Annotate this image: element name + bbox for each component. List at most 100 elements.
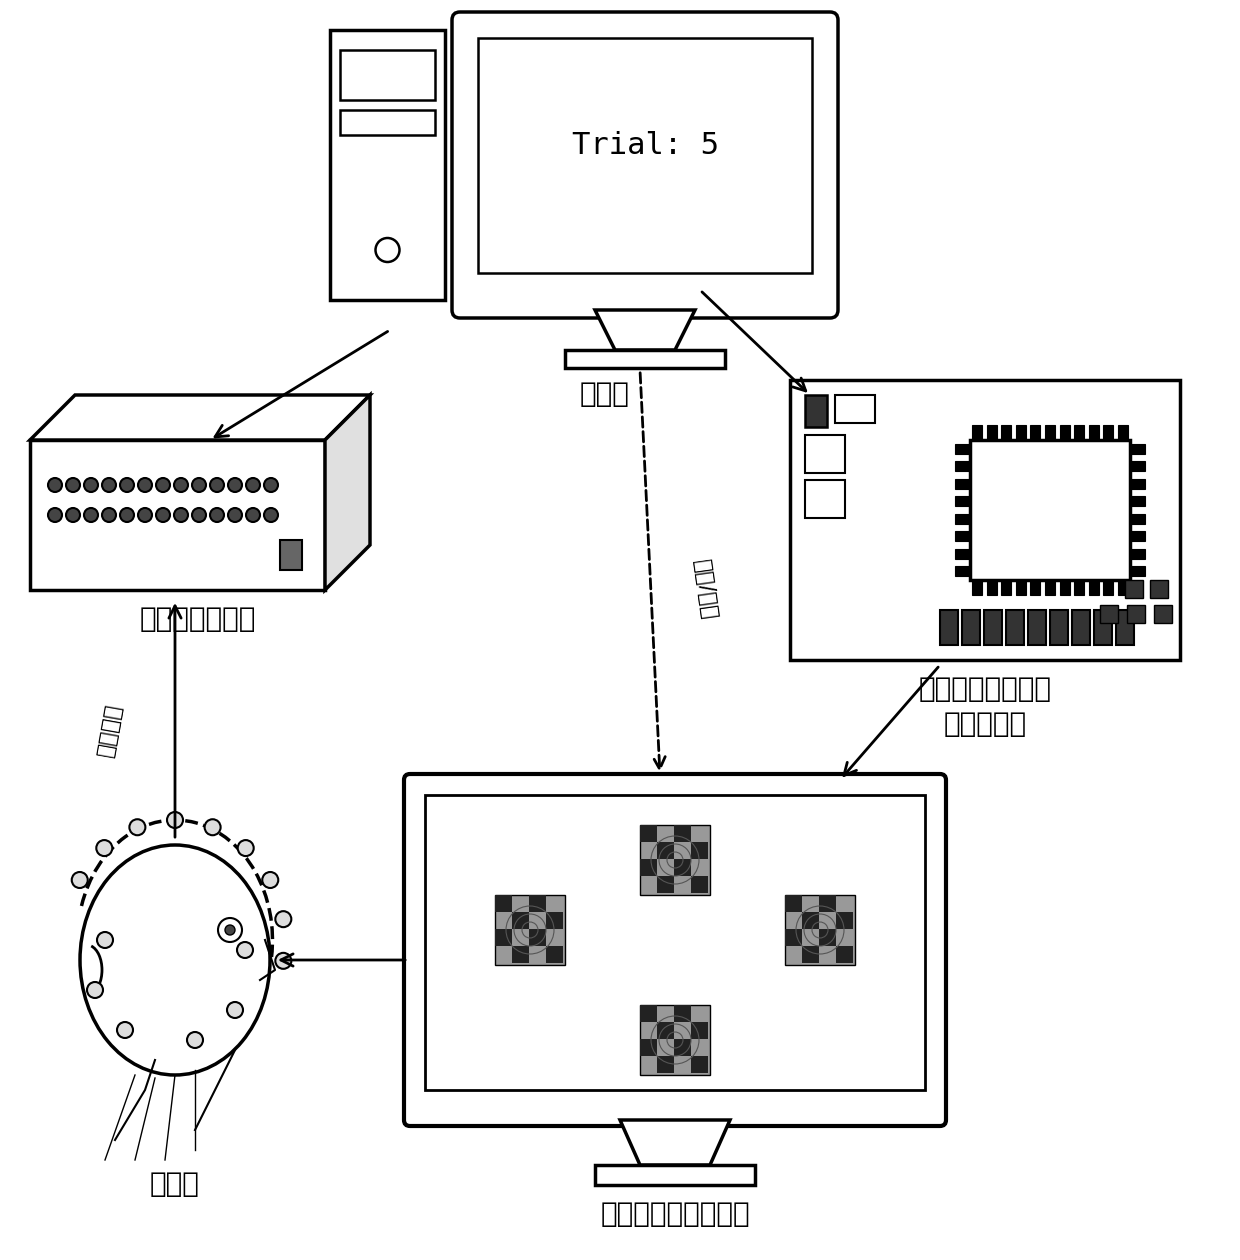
Bar bbox=[970, 440, 1130, 580]
Bar bbox=[30, 440, 325, 590]
Circle shape bbox=[246, 478, 260, 491]
Bar bbox=[1094, 610, 1112, 645]
Bar bbox=[955, 566, 970, 576]
Bar bbox=[546, 912, 563, 929]
Bar bbox=[1028, 610, 1047, 645]
Circle shape bbox=[97, 932, 113, 948]
Circle shape bbox=[218, 919, 242, 942]
Bar bbox=[691, 876, 708, 893]
Bar bbox=[818, 895, 836, 912]
Bar bbox=[836, 946, 853, 963]
Bar bbox=[691, 1056, 708, 1074]
Circle shape bbox=[187, 1032, 203, 1048]
Bar bbox=[985, 610, 1002, 645]
Text: Trial: 5: Trial: 5 bbox=[572, 131, 718, 160]
Bar bbox=[565, 350, 725, 368]
Circle shape bbox=[263, 872, 278, 888]
Text: 计算机: 计算机 bbox=[580, 381, 630, 408]
Bar bbox=[1154, 605, 1172, 622]
Bar bbox=[340, 110, 435, 135]
Bar bbox=[955, 444, 970, 454]
Bar bbox=[1006, 610, 1024, 645]
Polygon shape bbox=[595, 310, 694, 350]
Circle shape bbox=[102, 478, 117, 491]
Text: 现场可编程逻辑门: 现场可编程逻辑门 bbox=[919, 675, 1052, 703]
Bar bbox=[1104, 425, 1114, 440]
Bar bbox=[955, 532, 970, 542]
Polygon shape bbox=[620, 1120, 730, 1166]
Bar bbox=[1104, 580, 1114, 595]
Bar bbox=[802, 912, 818, 929]
Bar bbox=[675, 1005, 691, 1022]
Bar bbox=[657, 842, 675, 859]
Circle shape bbox=[156, 478, 170, 491]
Bar bbox=[1030, 580, 1040, 595]
Bar bbox=[1002, 580, 1012, 595]
Bar bbox=[1125, 580, 1143, 598]
Bar bbox=[640, 825, 711, 895]
Bar bbox=[835, 394, 875, 423]
Bar bbox=[640, 1040, 657, 1056]
Circle shape bbox=[120, 478, 134, 491]
Circle shape bbox=[228, 508, 242, 522]
Bar bbox=[955, 479, 970, 489]
Bar bbox=[657, 1022, 675, 1040]
Ellipse shape bbox=[81, 845, 270, 1075]
Bar bbox=[940, 610, 959, 645]
Circle shape bbox=[138, 508, 153, 522]
Bar bbox=[1074, 425, 1084, 440]
Circle shape bbox=[192, 508, 206, 522]
Bar bbox=[1149, 580, 1168, 598]
Circle shape bbox=[117, 1022, 133, 1038]
Bar bbox=[1130, 566, 1145, 576]
Circle shape bbox=[129, 819, 145, 835]
Bar bbox=[785, 895, 802, 912]
Bar bbox=[1130, 496, 1145, 507]
Circle shape bbox=[174, 478, 188, 491]
Polygon shape bbox=[30, 394, 370, 440]
Circle shape bbox=[138, 478, 153, 491]
Text: 视觉刺激单元显示器: 视觉刺激单元显示器 bbox=[600, 1200, 750, 1228]
Bar bbox=[1016, 580, 1025, 595]
Bar bbox=[675, 859, 691, 876]
Bar bbox=[790, 381, 1180, 660]
Circle shape bbox=[48, 508, 62, 522]
Circle shape bbox=[205, 819, 221, 835]
Circle shape bbox=[376, 238, 399, 262]
Bar bbox=[495, 895, 565, 965]
Bar bbox=[1059, 580, 1070, 595]
FancyBboxPatch shape bbox=[453, 13, 838, 318]
Bar bbox=[1030, 425, 1040, 440]
Bar bbox=[1130, 514, 1145, 524]
Circle shape bbox=[97, 840, 113, 856]
Circle shape bbox=[167, 811, 184, 828]
Bar bbox=[1117, 425, 1127, 440]
Bar bbox=[1089, 425, 1099, 440]
Circle shape bbox=[84, 478, 98, 491]
Circle shape bbox=[224, 925, 236, 935]
Bar bbox=[1116, 610, 1135, 645]
Bar bbox=[972, 425, 982, 440]
Circle shape bbox=[275, 953, 291, 969]
Text: 脑电采集放大器: 脑电采集放大器 bbox=[139, 605, 255, 633]
Bar bbox=[495, 929, 512, 946]
Circle shape bbox=[210, 508, 224, 522]
Circle shape bbox=[48, 478, 62, 491]
Bar bbox=[805, 480, 844, 518]
Bar bbox=[1074, 580, 1084, 595]
Text: 阵列控制板: 阵列控制板 bbox=[944, 709, 1027, 738]
Bar bbox=[1100, 605, 1118, 622]
Bar bbox=[836, 912, 853, 929]
Bar bbox=[987, 580, 997, 595]
Bar bbox=[640, 859, 657, 876]
Bar bbox=[955, 461, 970, 471]
Circle shape bbox=[238, 840, 254, 856]
Circle shape bbox=[237, 942, 253, 958]
Bar bbox=[280, 541, 303, 570]
Bar bbox=[595, 1166, 755, 1184]
Circle shape bbox=[264, 508, 278, 522]
Bar bbox=[691, 1022, 708, 1040]
Bar bbox=[962, 610, 980, 645]
Bar bbox=[330, 30, 445, 300]
Bar bbox=[529, 895, 546, 912]
